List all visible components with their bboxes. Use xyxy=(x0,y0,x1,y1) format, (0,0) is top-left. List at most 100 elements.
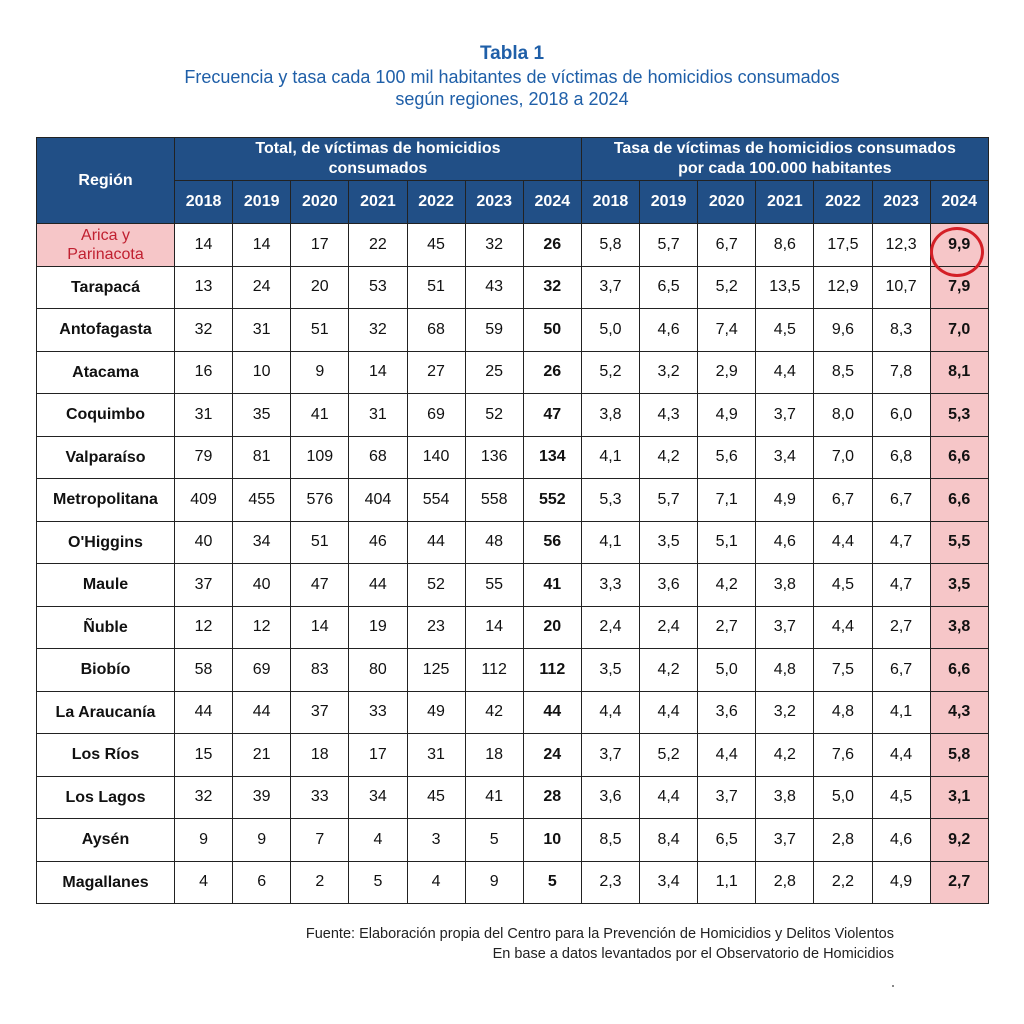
total-cell-2021: 46 xyxy=(348,520,408,564)
total-cell-2023: 43 xyxy=(464,265,524,309)
rate-cell-2023: 7,8 xyxy=(871,350,931,394)
rate-cell-2020: 3,6 xyxy=(697,690,757,734)
region-name-line: Tarapacá xyxy=(70,278,141,296)
total-cell-2019: 455 xyxy=(232,478,292,522)
rate-cell-2019: 2,4 xyxy=(638,605,699,649)
header-total-year-2018: 2018 xyxy=(173,180,234,224)
rate-cell-2021: 4,5 xyxy=(755,308,815,352)
rate-cell-2023: 4,5 xyxy=(871,775,931,819)
rate-cell-2020: 6,7 xyxy=(697,223,757,267)
rate-cell-2019: 4,3 xyxy=(638,393,699,437)
total-cell-2024: 26 xyxy=(522,350,582,394)
total-cell-2023: 18 xyxy=(464,733,524,777)
header-total-line2: consumados xyxy=(328,160,428,177)
total-cell-2019: 9 xyxy=(232,818,292,862)
rate-cell-2019: 4,4 xyxy=(638,775,699,819)
header-rate-year-2019: 2019 xyxy=(638,180,699,224)
total-cell-2018: 37 xyxy=(173,563,234,607)
total-cell-2024: 32 xyxy=(522,265,582,309)
rate-cell-2021: 3,7 xyxy=(755,605,815,649)
rate-cell-2022: 7,5 xyxy=(813,648,873,692)
table-row: Los Ríos 15 21 18 17 31 18 24 3,7 5,2 4,4 4,2 7,6 4,4… xyxy=(36,733,989,777)
total-cell-2022: 52 xyxy=(406,563,466,607)
total-cell-2023: 32 xyxy=(464,223,524,267)
rate-cell-2018: 5,0 xyxy=(580,308,641,352)
total-cell-2024: 24 xyxy=(522,733,582,777)
total-cell-2020: 18 xyxy=(290,733,350,777)
header-total-line1: Total, de víctimas de homicidios xyxy=(255,140,501,157)
table-row: Maule 37 40 47 44 52 55 41 3,3 3,6 4,2 3,8 4,5 4,7 3,5 xyxy=(36,563,989,607)
total-cell-2019: 14 xyxy=(232,223,292,267)
total-cell-2018: 32 xyxy=(173,308,234,352)
total-cell-2024: 41 xyxy=(522,563,582,607)
total-cell-2019: 12 xyxy=(232,605,292,649)
total-cell-2018: 31 xyxy=(173,393,234,437)
footer-source: Fuente: Elaboración propia del Centro pa… xyxy=(306,924,894,964)
total-cell-2020: 9 xyxy=(290,350,350,394)
rate-cell-2022: 9,6 xyxy=(813,308,873,352)
rate-cell-2021: 3,8 xyxy=(755,775,815,819)
total-cell-2020: 51 xyxy=(290,308,350,352)
rate-cell-2023: 4,7 xyxy=(871,520,931,564)
table-row: Magallanes 4 6 2 5 4 9 5 2,3 3,4 1,1 2,8 2,2 4,9 2,7 xyxy=(36,860,989,904)
rate-cell-2022: 4,5 xyxy=(813,563,873,607)
rate-cell-2023: 6,8 xyxy=(871,435,931,479)
table-row: Atacama 16 10 9 14 27 25 26 5,2 3,2 2,9 4,4 8,5 7,8 8,… xyxy=(36,350,989,394)
rate-cell-2024: 4,3 xyxy=(929,690,989,734)
rate-cell-2020: 6,5 xyxy=(697,818,757,862)
region-name-line: Aysén xyxy=(81,831,130,849)
total-cell-2024: 56 xyxy=(522,520,582,564)
rate-cell-2022: 17,5 xyxy=(813,223,873,267)
table-row: O'Higgins 40 34 51 46 44 48 56 4,1 3,5 5,1 4,6 4,4 4,… xyxy=(36,520,989,564)
rate-cell-2022: 12,9 xyxy=(813,265,873,309)
total-cell-2024: 47 xyxy=(522,393,582,437)
header-rate-year-2018: 2018 xyxy=(580,180,641,224)
total-cell-2020: 7 xyxy=(290,818,350,862)
total-cell-2024: 28 xyxy=(522,775,582,819)
total-cell-2018: 15 xyxy=(173,733,234,777)
rate-cell-2022: 4,4 xyxy=(813,605,873,649)
total-cell-2018: 44 xyxy=(173,690,234,734)
total-cell-2023: 136 xyxy=(464,435,524,479)
total-cell-2018: 40 xyxy=(173,520,234,564)
header-rate-year-2024: 2024 xyxy=(929,180,989,224)
total-cell-2022: 68 xyxy=(406,308,466,352)
rate-cell-2024: 3,5 xyxy=(929,563,989,607)
total-cell-2020: 51 xyxy=(290,520,350,564)
region-name-line: Biobío xyxy=(80,661,131,679)
rate-cell-2021: 3,8 xyxy=(755,563,815,607)
rate-cell-2018: 3,6 xyxy=(580,775,641,819)
rate-cell-2024: 3,1 xyxy=(929,775,989,819)
total-cell-2023: 14 xyxy=(464,605,524,649)
table-row: Los Lagos 32 39 33 34 45 41 28 3,6 4,4 3,7 3,8 5,0 4,… xyxy=(36,775,989,819)
rate-cell-2021: 4,6 xyxy=(755,520,815,564)
total-cell-2021: 33 xyxy=(348,690,408,734)
rate-cell-2023: 6,0 xyxy=(871,393,931,437)
rate-cell-2020: 7,4 xyxy=(697,308,757,352)
region-cell: Atacama xyxy=(36,350,175,394)
header-total-year-2023: 2023 xyxy=(464,180,524,224)
total-cell-2022: 44 xyxy=(406,520,466,564)
homicide-table: Región Total, de víctimas de homicidios … xyxy=(36,137,989,904)
header-total-year-2022: 2022 xyxy=(406,180,466,224)
total-cell-2022: 4 xyxy=(406,860,466,904)
header-rate-year-2023: 2023 xyxy=(871,180,931,224)
rate-cell-2024: 6,6 xyxy=(929,478,989,522)
total-cell-2023: 5 xyxy=(464,818,524,862)
total-cell-2022: 27 xyxy=(406,350,466,394)
total-cell-2021: 68 xyxy=(348,435,408,479)
total-cell-2018: 58 xyxy=(173,648,234,692)
rate-cell-2020: 2,7 xyxy=(697,605,757,649)
rate-cell-2019: 5,7 xyxy=(638,223,699,267)
total-cell-2020: 14 xyxy=(290,605,350,649)
rate-cell-2022: 5,0 xyxy=(813,775,873,819)
total-cell-2023: 558 xyxy=(464,478,524,522)
total-cell-2023: 59 xyxy=(464,308,524,352)
region-cell: Metropolitana xyxy=(36,478,175,522)
rate-cell-2020: 3,7 xyxy=(697,775,757,819)
total-cell-2023: 112 xyxy=(464,648,524,692)
region-name-line: Magallanes xyxy=(62,873,149,891)
rate-cell-2024: 9,2 xyxy=(929,818,989,862)
table-subtitle-line2: según regiones, 2018 a 2024 xyxy=(395,89,629,109)
rate-cell-2021: 3,2 xyxy=(755,690,815,734)
